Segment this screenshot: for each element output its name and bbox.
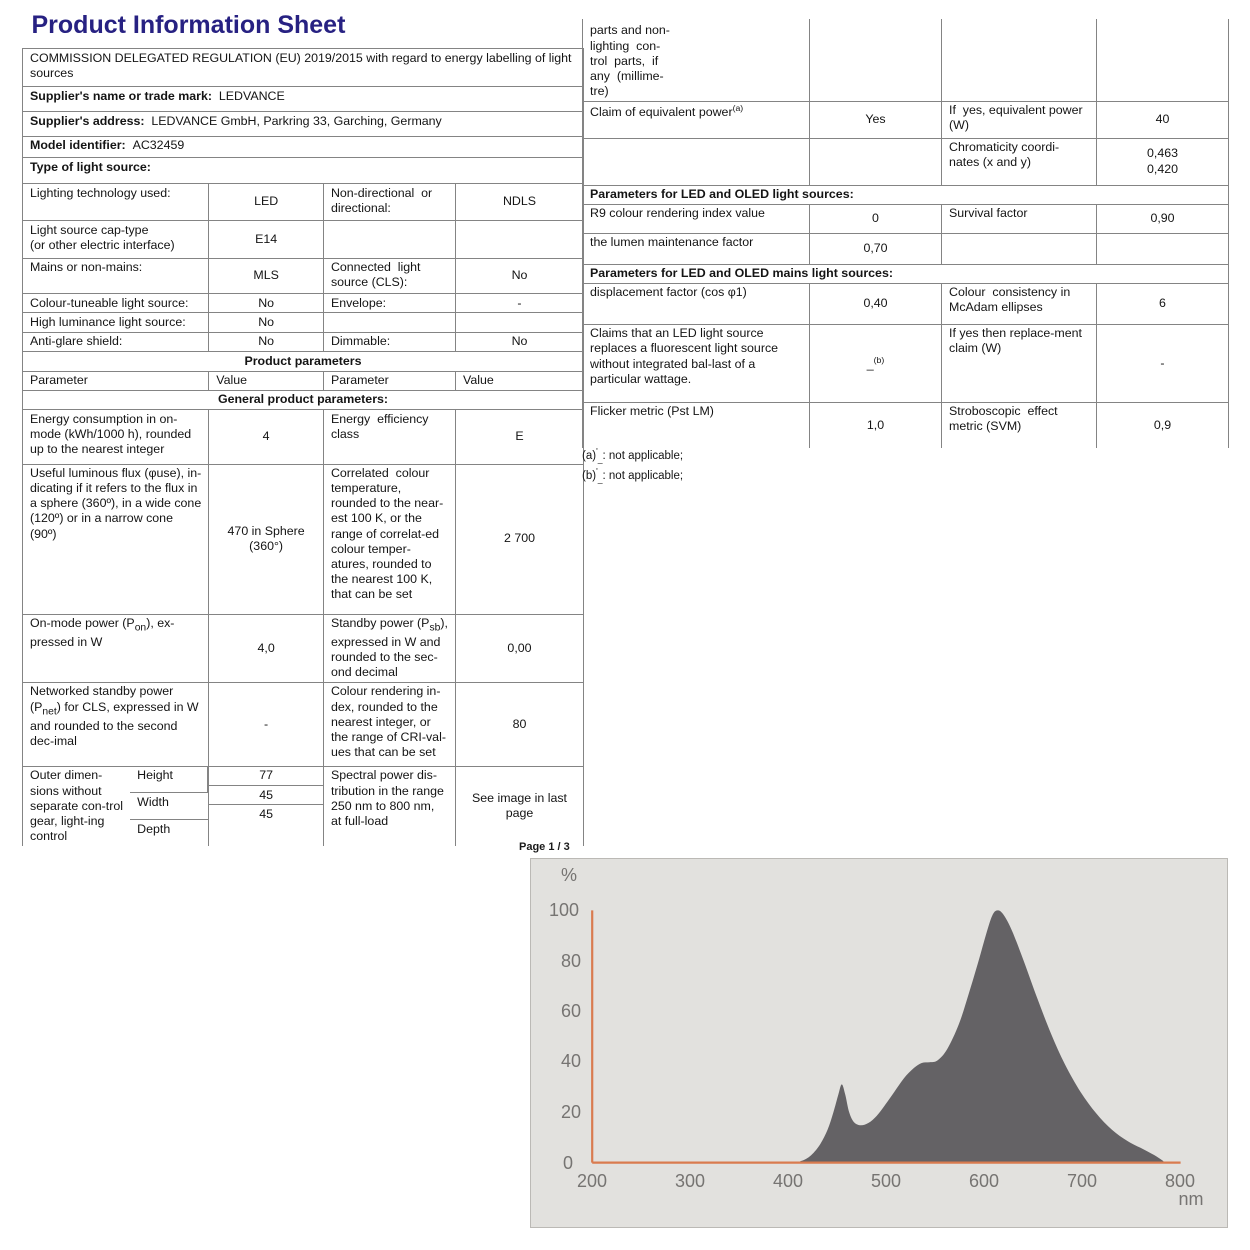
svg-text:%: % xyxy=(561,865,577,885)
svg-text:80: 80 xyxy=(561,951,581,971)
svg-text:400: 400 xyxy=(773,1171,803,1191)
svg-text:20: 20 xyxy=(561,1102,581,1122)
svg-text:500: 500 xyxy=(871,1171,901,1191)
svg-text:nm: nm xyxy=(1178,1189,1203,1209)
svg-text:100: 100 xyxy=(549,900,579,920)
svg-text:700: 700 xyxy=(1067,1171,1097,1191)
svg-text:600: 600 xyxy=(969,1171,999,1191)
svg-text:200: 200 xyxy=(577,1171,607,1191)
svg-text:40: 40 xyxy=(561,1051,581,1071)
svg-text:60: 60 xyxy=(561,1001,581,1021)
svg-text:300: 300 xyxy=(675,1171,705,1191)
svg-text:0: 0 xyxy=(563,1153,573,1173)
svg-text:800: 800 xyxy=(1165,1171,1195,1191)
